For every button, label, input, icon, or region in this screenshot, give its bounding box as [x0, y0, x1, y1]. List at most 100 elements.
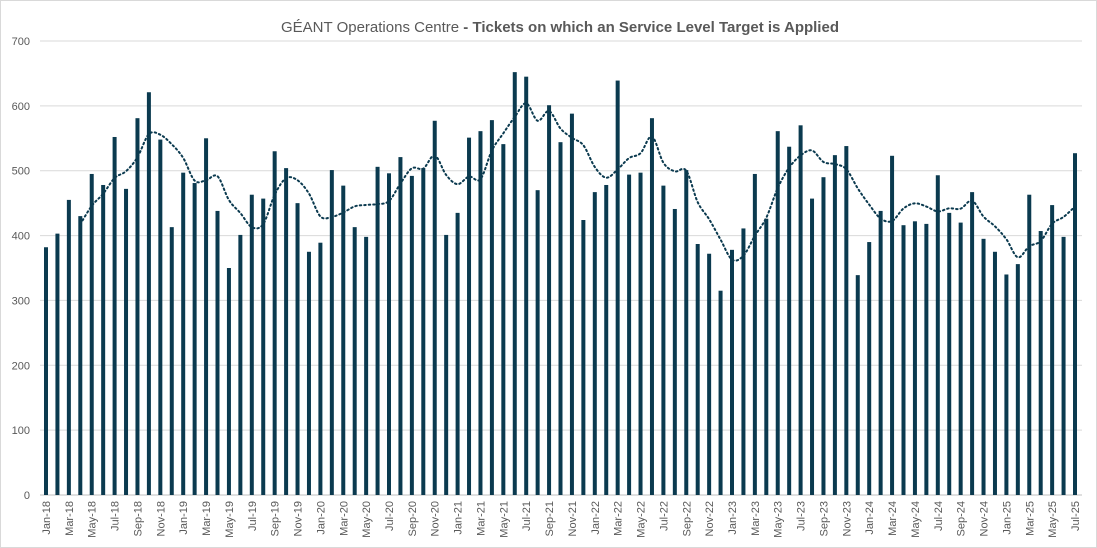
- bar: [501, 144, 506, 495]
- bar: [272, 151, 277, 495]
- x-tick-label: Jul-19: [247, 501, 259, 531]
- x-tick-label: May-25: [1047, 501, 1059, 538]
- bar: [432, 120, 437, 495]
- bar: [387, 173, 391, 495]
- bar: [718, 290, 723, 495]
- bar: [730, 249, 734, 495]
- bar: [924, 223, 929, 495]
- y-tick-label: 500: [12, 166, 30, 178]
- y-tick-label: 400: [12, 231, 30, 243]
- bar: [581, 220, 586, 495]
- bar: [44, 247, 48, 495]
- x-tick-label: Sep-21: [544, 501, 556, 536]
- x-tick-label: Mar-23: [750, 501, 762, 536]
- bar: [810, 198, 815, 496]
- bar: [467, 137, 472, 495]
- bar: [409, 175, 414, 495]
- x-tick-label: Nov-20: [430, 501, 442, 536]
- bar: [1015, 264, 1020, 495]
- bar: [787, 146, 792, 495]
- x-tick-label: Jul-21: [521, 501, 533, 531]
- x-tick-label: Jul-20: [384, 501, 396, 531]
- title-bold: - Tickets on which an Service Level Targ…: [459, 19, 839, 36]
- bar: [855, 275, 860, 495]
- bar: [261, 198, 266, 496]
- bar: [489, 120, 494, 495]
- bar: [364, 236, 369, 495]
- bar: [192, 183, 197, 495]
- bar: [158, 139, 163, 495]
- y-tick-label: 300: [12, 295, 30, 307]
- bar: [707, 253, 712, 495]
- x-tick-label: May-24: [910, 501, 922, 538]
- x-tick-label: May-22: [636, 501, 648, 538]
- bar: [306, 251, 311, 495]
- bar: [249, 194, 254, 495]
- bar: [66, 199, 71, 495]
- bar: [204, 138, 209, 496]
- bar: [775, 131, 780, 495]
- x-tick-label: Jul-25: [1070, 501, 1082, 531]
- bar: [935, 175, 940, 496]
- x-tick-label: May-19: [224, 501, 236, 538]
- x-tick-label: Nov-18: [155, 501, 167, 536]
- bar: [912, 221, 917, 495]
- x-tick-label: May-18: [87, 501, 99, 538]
- bar: [398, 157, 403, 495]
- x-tick-label: Mar-18: [64, 501, 76, 536]
- bar: [124, 188, 129, 496]
- x-tick-label: Sep-18: [132, 501, 144, 536]
- bar: [169, 227, 174, 495]
- bar: [55, 233, 60, 495]
- bar: [284, 168, 289, 495]
- x-tick-label: May-21: [498, 501, 510, 538]
- y-tick-label: 0: [24, 490, 30, 502]
- bar: [444, 234, 449, 495]
- bar: [649, 118, 654, 496]
- x-tick-label: Jan-20: [315, 501, 327, 535]
- bar: [604, 184, 609, 496]
- x-tick-label: Sep-24: [956, 501, 968, 536]
- bar: [524, 76, 529, 496]
- bar: [638, 172, 643, 495]
- bar: [890, 155, 895, 495]
- x-tick-label: Mar-20: [338, 501, 350, 536]
- bar: [146, 92, 151, 495]
- bar: [547, 105, 552, 496]
- x-tick-label: Mar-19: [201, 501, 213, 536]
- bar: [1073, 153, 1077, 495]
- bar: [832, 155, 837, 496]
- x-tick-label: Jan-24: [864, 501, 876, 535]
- x-tick-label: Jan-18: [41, 501, 53, 535]
- bar: [992, 251, 997, 495]
- bar: [947, 212, 952, 495]
- y-tick-label: 700: [12, 36, 30, 48]
- bar: [615, 80, 620, 495]
- x-tick-label: Jan-23: [727, 501, 739, 535]
- bar: [478, 131, 483, 495]
- bar: [329, 170, 334, 495]
- bar: [78, 216, 83, 495]
- x-tick-label: Jan-19: [178, 501, 190, 535]
- bar: [798, 125, 803, 496]
- bar: [535, 190, 540, 495]
- x-tick-label: May-20: [361, 501, 373, 538]
- bar: [569, 113, 574, 495]
- bar: [455, 212, 460, 495]
- chart-title: GÉANT Operations Centre - Tickets on whi…: [0, 19, 1097, 36]
- bar: [867, 242, 872, 495]
- bar: [215, 210, 220, 495]
- x-tick-label: Jul-24: [933, 501, 945, 531]
- x-tick-label: Jan-21: [453, 501, 465, 535]
- bar: [1027, 194, 1032, 495]
- x-tick-label: Sep-22: [681, 501, 693, 536]
- bar: [592, 192, 597, 496]
- bar: [981, 238, 986, 496]
- x-tick-label: Nov-24: [979, 501, 991, 536]
- x-tick-label: Nov-21: [567, 501, 579, 536]
- bar: [512, 72, 517, 495]
- bar: [741, 228, 746, 496]
- x-tick-label: Sep-23: [818, 501, 830, 536]
- bar: [627, 174, 632, 495]
